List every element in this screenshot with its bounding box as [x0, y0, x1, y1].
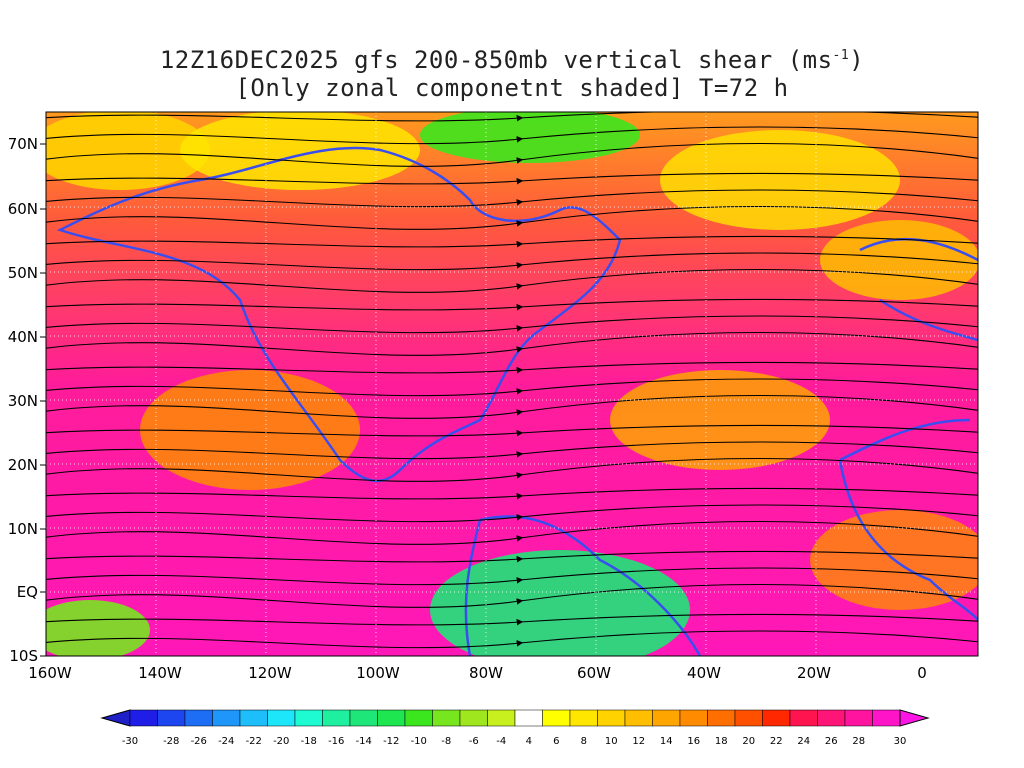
lat-label: 60N: [8, 200, 38, 218]
lat-label: 30N: [8, 392, 38, 410]
streamlines: [46, 112, 978, 649]
lat-label: 50N: [8, 264, 38, 282]
colorbar-swatch: [432, 709, 461, 727]
colorbar-swatch: [514, 709, 543, 727]
colorbar-swatch: [157, 709, 186, 727]
colorbar-label: 22: [770, 736, 783, 747]
lon-label: 120W: [248, 664, 292, 682]
lon-label: 140W: [138, 664, 182, 682]
colorbar-label: -22: [246, 736, 262, 747]
colorbar-label: 14: [660, 736, 673, 747]
lon-label: 60W: [577, 664, 611, 682]
colorbar-label: 26: [825, 736, 838, 747]
colorbar-arrow-right: [899, 709, 930, 727]
colorbar-label: 6: [553, 736, 559, 747]
colorbar-arrow-left: [100, 709, 131, 727]
grid: [46, 112, 978, 656]
colorbar-swatch: [294, 709, 323, 727]
colorbar-swatch: [184, 709, 213, 727]
colorbar-label: -16: [328, 736, 344, 747]
colorbar-label: -28: [163, 736, 179, 747]
colorbar-swatch: [817, 709, 846, 727]
lon-label: 0: [917, 664, 927, 682]
colorbar-swatch: [734, 709, 763, 727]
colorbar-label: 28: [852, 736, 865, 747]
lat-label: EQ: [17, 583, 38, 601]
colorbar-label: 12: [632, 736, 645, 747]
colorbar-label: -20: [273, 736, 289, 747]
colorbar-swatch: [267, 709, 296, 727]
colorbar-label: -30: [122, 736, 138, 747]
colorbar-swatch: [239, 709, 268, 727]
colorbar-label: 30: [894, 736, 907, 747]
lat-label: 40N: [8, 328, 38, 346]
colorbar-swatch: [872, 709, 901, 727]
colorbar-label: -4: [496, 736, 506, 747]
map-frame: [45, 111, 979, 657]
lat-label: 10S: [9, 647, 38, 665]
colorbar-swatch: [404, 709, 433, 727]
colorbar-label: -26: [191, 736, 207, 747]
colorbar: -30 -28 -26 -24 -22 -20 -18 -16 -14 -12 -10 -8 -6 -4 4…: [100, 709, 930, 747]
lon-label: 20W: [797, 664, 831, 682]
colorbar-label: -6: [469, 736, 479, 747]
colorbar-swatch: [762, 709, 791, 727]
lon-label: 40W: [687, 664, 721, 682]
colorbar-label: 20: [742, 736, 755, 747]
colorbar-label: -24: [218, 736, 234, 747]
colorbar-label: 4: [526, 736, 532, 747]
colorbar-label: -12: [383, 736, 399, 747]
colorbar-label: -10: [411, 736, 427, 747]
lon-label: 80W: [469, 664, 503, 682]
lat-label: 70N: [8, 135, 38, 153]
colorbar-label: -18: [301, 736, 317, 747]
colorbar-swatch: [129, 709, 158, 727]
colorbar-label: 8: [581, 736, 587, 747]
colorbar-label: -8: [441, 736, 451, 747]
colorbar-swatch: [569, 709, 598, 727]
colorbar-label: 24: [797, 736, 810, 747]
lon-label: 160W: [28, 664, 72, 682]
colorbar-swatch: [487, 709, 516, 727]
colorbar-swatch: [349, 709, 378, 727]
colorbar-swatch: [459, 709, 488, 727]
lon-label: 100W: [356, 664, 400, 682]
lat-label: 10N: [8, 520, 38, 538]
colorbar-swatch: [707, 709, 736, 727]
colorbar-swatch: [624, 709, 653, 727]
colorbar-label: -14: [356, 736, 372, 747]
colorbar-swatch: [679, 709, 708, 727]
colorbar-label: 16: [687, 736, 700, 747]
colorbar-label: 18: [715, 736, 728, 747]
colorbar-swatch: [212, 709, 241, 727]
colorbar-swatch: [652, 709, 681, 727]
colorbar-swatch: [789, 709, 818, 727]
colorbar-swatch: [322, 709, 351, 727]
lat-label: 20N: [8, 456, 38, 474]
colorbar-swatch: [542, 709, 571, 727]
colorbar-swatch: [844, 709, 873, 727]
map-title-line2: [Only zonal componetnt shaded] T=72 h: [235, 74, 789, 102]
lat-axis: 70N 60N 50N 40N 30N 20N 10N EQ 10S: [8, 135, 46, 665]
map-title-line1: 12Z16DEC2025 gfs 200-850mb vertical shea…: [159, 46, 865, 74]
colorbar-label: 10: [605, 736, 618, 747]
lon-axis: 160W 140W 120W 100W 80W 60W 40W 20W 0: [28, 664, 927, 682]
colorbar-swatch: [597, 709, 626, 727]
colorbar-swatch: [377, 709, 406, 727]
